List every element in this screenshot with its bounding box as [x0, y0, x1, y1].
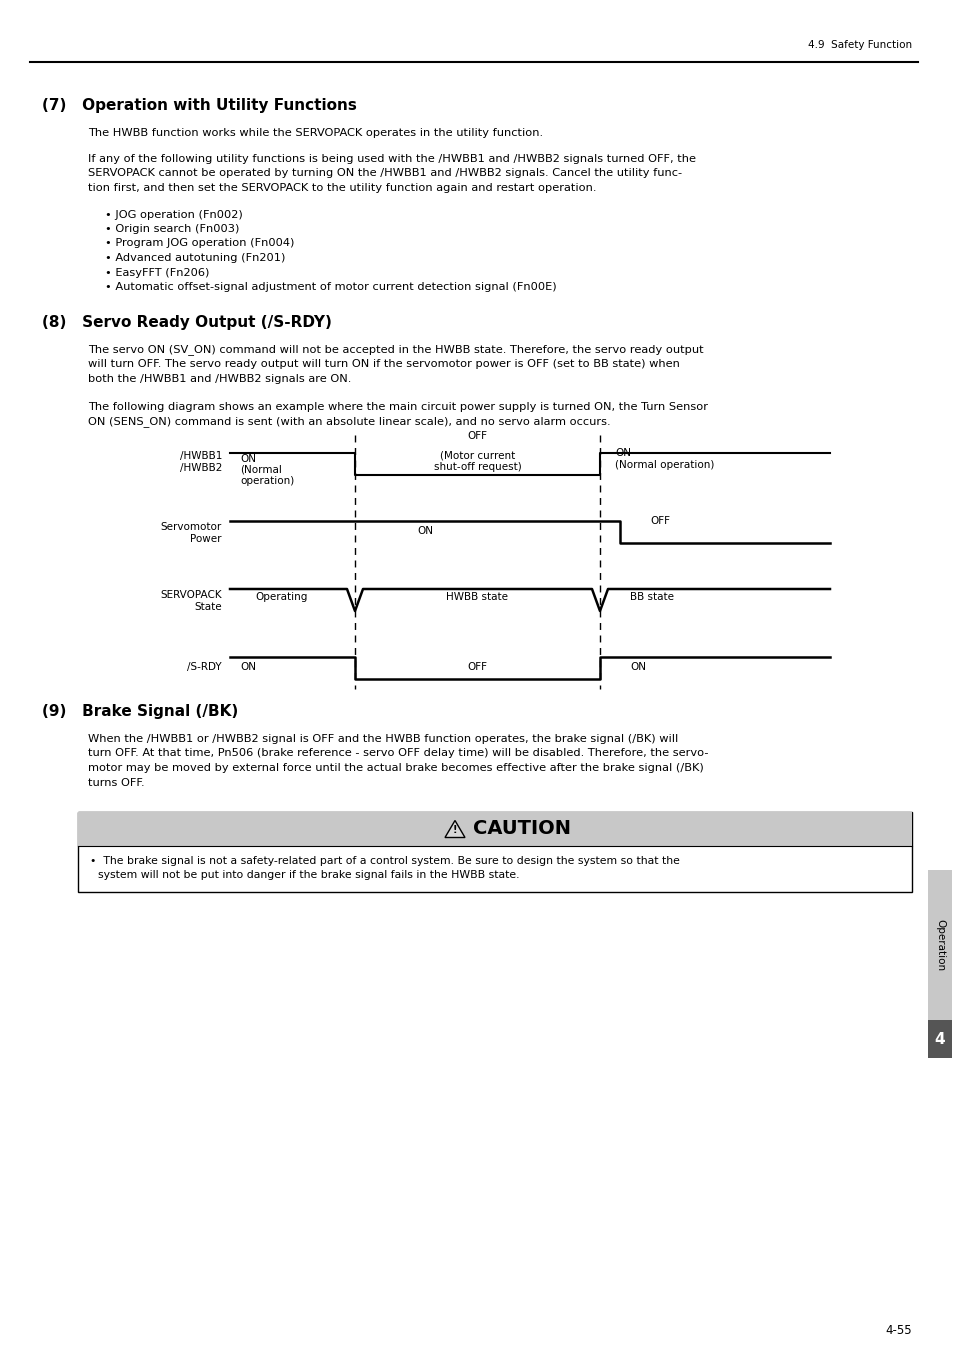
Text: • Automatic offset-signal adjustment of motor current detection signal (Fn00E): • Automatic offset-signal adjustment of …	[105, 282, 556, 292]
Text: The following diagram shows an example where the main circuit power supply is tu: The following diagram shows an example w…	[88, 402, 707, 412]
Text: turns OFF.: turns OFF.	[88, 778, 145, 787]
Text: •  The brake signal is not a safety-related part of a control system. Be sure to: • The brake signal is not a safety-relat…	[90, 856, 679, 865]
Text: operation): operation)	[240, 477, 294, 486]
Text: The servo ON (SV_ON) command will not be accepted in the HWBB state. Therefore, : The servo ON (SV_ON) command will not be…	[88, 344, 703, 355]
Text: ON (SENS_ON) command is sent (with an absolute linear scale), and no servo alarm: ON (SENS_ON) command is sent (with an ab…	[88, 417, 610, 428]
Text: • EasyFFT (Fn206): • EasyFFT (Fn206)	[105, 267, 209, 278]
Text: system will not be put into danger if the brake signal fails in the HWBB state.: system will not be put into danger if th…	[98, 869, 519, 879]
Text: /HWBB1: /HWBB1	[179, 451, 222, 460]
Text: • Program JOG operation (Fn004): • Program JOG operation (Fn004)	[105, 239, 294, 248]
Text: (Normal: (Normal	[240, 464, 281, 475]
Text: (9)   Brake Signal (/BK): (9) Brake Signal (/BK)	[42, 703, 238, 720]
Text: SERVOPACK: SERVOPACK	[160, 590, 222, 599]
Text: • Origin search (Fn003): • Origin search (Fn003)	[105, 224, 239, 234]
Text: (7)   Operation with Utility Functions: (7) Operation with Utility Functions	[42, 99, 356, 113]
Text: !: !	[453, 825, 456, 836]
Text: (Motor current: (Motor current	[439, 450, 515, 460]
Text: tion first, and then set the SERVOPACK to the utility function again and restart: tion first, and then set the SERVOPACK t…	[88, 184, 596, 193]
Bar	[927, 869, 951, 1021]
Text: /S-RDY: /S-RDY	[187, 662, 222, 672]
Text: motor may be moved by external force until the actual brake becomes effective af: motor may be moved by external force unt…	[88, 763, 703, 774]
Text: ON: ON	[240, 662, 255, 672]
Text: ON: ON	[416, 526, 433, 536]
Text: /HWBB2: /HWBB2	[179, 463, 222, 472]
Text: 4.9  Safety Function: 4.9 Safety Function	[807, 40, 911, 50]
Text: • JOG operation (Fn002): • JOG operation (Fn002)	[105, 209, 242, 220]
Text: The HWBB function works while the SERVOPACK operates in the utility function.: The HWBB function works while the SERVOP…	[88, 128, 542, 138]
Text: Power: Power	[191, 535, 222, 544]
Polygon shape	[444, 821, 464, 837]
Text: 4-55: 4-55	[884, 1323, 911, 1336]
Text: shut-off request): shut-off request)	[434, 462, 521, 472]
Text: CAUTION: CAUTION	[473, 819, 571, 838]
Bar	[78, 811, 911, 892]
Text: ON: ON	[615, 448, 630, 458]
Text: will turn OFF. The servo ready output will turn ON if the servomotor power is OF: will turn OFF. The servo ready output wi…	[88, 359, 679, 369]
Text: 4: 4	[934, 1031, 944, 1046]
Text: OFF: OFF	[467, 431, 487, 441]
Text: BB state: BB state	[629, 593, 673, 602]
Text: • Advanced autotuning (Fn201): • Advanced autotuning (Fn201)	[105, 252, 285, 263]
Bar	[78, 811, 911, 846]
Text: State: State	[194, 602, 222, 612]
Bar	[927, 1021, 951, 1058]
Text: OFF: OFF	[467, 662, 487, 672]
Text: both the /HWBB1 and /HWBB2 signals are ON.: both the /HWBB1 and /HWBB2 signals are O…	[88, 374, 351, 383]
Text: turn OFF. At that time, Pn506 (brake reference - servo OFF delay time) will be d: turn OFF. At that time, Pn506 (brake ref…	[88, 748, 708, 759]
Text: OFF: OFF	[649, 516, 669, 526]
Text: HWBB state: HWBB state	[446, 593, 508, 602]
Text: (8)   Servo Ready Output (/S-RDY): (8) Servo Ready Output (/S-RDY)	[42, 315, 332, 329]
Text: SERVOPACK cannot be operated by turning ON the /HWBB1 and /HWBB2 signals. Cancel: SERVOPACK cannot be operated by turning …	[88, 169, 681, 178]
Text: When the /HWBB1 or /HWBB2 signal is OFF and the HWBB function operates, the brak: When the /HWBB1 or /HWBB2 signal is OFF …	[88, 734, 678, 744]
Text: If any of the following utility functions is being used with the /HWBB1 and /HWB: If any of the following utility function…	[88, 154, 696, 163]
Text: ON: ON	[629, 662, 645, 672]
Text: Servomotor: Servomotor	[161, 522, 222, 532]
Text: (Normal operation): (Normal operation)	[615, 460, 714, 470]
Text: ON: ON	[240, 454, 255, 464]
Text: Operating: Operating	[254, 593, 307, 602]
Text: Operation: Operation	[934, 919, 944, 971]
